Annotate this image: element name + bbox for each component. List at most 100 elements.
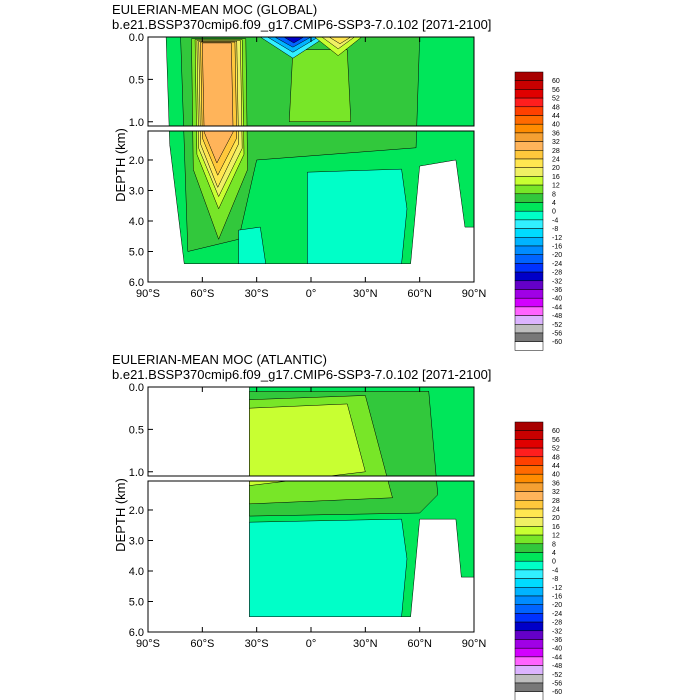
colorbar-swatch <box>514 80 544 90</box>
colorbar-label: 8 <box>552 541 556 548</box>
colorbar-label: -44 <box>552 654 562 661</box>
colorbar-label: -20 <box>552 252 562 259</box>
colorbar-label: 44 <box>552 113 560 120</box>
colorbar-label: 16 <box>552 174 560 181</box>
colorbar-label: -44 <box>552 304 562 311</box>
atlantic-moc-panel: EULERIAN-MEAN MOC (ATLANTIC) b.e21.BSSP3… <box>0 350 700 700</box>
colorbar-swatch <box>514 263 544 273</box>
x-tick-label: 60°N <box>407 288 432 300</box>
colorbar-label: -32 <box>552 278 562 285</box>
colorbar-label: 56 <box>552 87 560 94</box>
colorbar-label: -48 <box>552 313 562 320</box>
y-tick-label: 6.0 <box>129 277 144 289</box>
colorbar-label: 12 <box>552 183 560 190</box>
y-tick-label: 0.5 <box>129 74 144 86</box>
colorbar-swatch <box>514 97 544 108</box>
colorbar-label: 20 <box>552 515 560 522</box>
x-tick-label: 30°N <box>353 638 378 650</box>
colorbar-label: -8 <box>552 226 558 233</box>
colorbar-swatch <box>514 613 544 623</box>
x-tick-label: 60°S <box>190 288 214 300</box>
colorbar-label: 8 <box>552 191 556 198</box>
colorbar-swatch <box>514 526 544 536</box>
colorbar-label: -24 <box>552 611 562 618</box>
colorbar-label: -16 <box>552 594 562 601</box>
atlantic-subtitle: b.e21.BSSP370cmip6.f09_g17.CMIP6-SSP3-7.… <box>112 367 492 382</box>
colorbar-swatch <box>514 271 544 282</box>
colorbar-swatch <box>514 210 544 221</box>
colorbar-swatch <box>514 315 544 325</box>
global-north-cell-level <box>328 37 352 45</box>
colorbar-swatch <box>514 430 544 440</box>
x-tick-label: 0° <box>306 288 317 300</box>
colorbar-label: 32 <box>552 139 560 146</box>
colorbar-swatch <box>514 691 544 700</box>
colorbar-swatch <box>514 184 544 195</box>
colorbar-label: 44 <box>552 463 560 470</box>
global-subtitle: b.e21.BSSP370cmip6.f09_g17.CMIP6-SSP3-7.… <box>112 17 492 32</box>
y-tick-label: 3.0 <box>129 535 144 547</box>
colorbar-label: -36 <box>552 287 562 294</box>
x-tick-label: 90°N <box>462 638 487 650</box>
colorbar-label: 16 <box>552 524 560 531</box>
colorbar-label: 36 <box>552 480 560 487</box>
colorbar-swatch <box>514 219 544 229</box>
colorbar-label: 32 <box>552 489 560 496</box>
colorbar-label: -32 <box>552 628 562 635</box>
colorbar-swatch <box>514 141 544 151</box>
colorbar-label: -56 <box>552 681 562 688</box>
colorbar-swatch <box>514 289 544 299</box>
colorbar-swatch <box>514 228 544 238</box>
colorbar-label: 48 <box>552 104 560 111</box>
colorbar-label: 28 <box>552 498 560 505</box>
global-sw-negative <box>238 226 267 264</box>
atlantic-deep-negative <box>249 518 408 617</box>
y-tick-label: 3.0 <box>129 185 144 197</box>
colorbar-swatch <box>514 158 544 168</box>
colorbar-swatch <box>514 123 544 134</box>
x-tick-label: 90°S <box>136 638 160 650</box>
y-tick-label: 5.0 <box>129 596 144 608</box>
colorbar-label: -4 <box>552 217 558 224</box>
colorbar-label: -52 <box>552 322 562 329</box>
colorbar-swatch <box>514 456 544 466</box>
colorbar-swatch <box>514 560 544 571</box>
x-tick-label: 60°N <box>407 638 432 650</box>
colorbar-swatch <box>514 150 544 160</box>
colorbar-label: 24 <box>552 507 560 514</box>
global-title: EULERIAN-MEAN MOC (GLOBAL) <box>112 2 318 17</box>
colorbar-swatch <box>514 552 544 562</box>
colorbar-swatch <box>514 245 544 255</box>
colorbar-label: -48 <box>552 663 562 670</box>
colorbar-label: -52 <box>552 672 562 679</box>
x-tick-label: 90°S <box>136 288 160 300</box>
colorbar-swatch <box>514 193 544 203</box>
colorbar-label: -56 <box>552 331 562 338</box>
atlantic-field-12 <box>249 403 366 486</box>
colorbar-label: -20 <box>552 602 562 609</box>
colorbar-swatch <box>514 465 544 475</box>
x-tick-label: 60°S <box>190 638 214 650</box>
colorbar-label: 52 <box>552 96 560 103</box>
colorbar-label: -40 <box>552 646 562 653</box>
y-tick-label: 4.0 <box>129 566 144 578</box>
colorbar-label: 4 <box>552 200 556 207</box>
colorbar-swatch <box>514 115 544 125</box>
colorbar-label: 56 <box>552 437 560 444</box>
colorbar-label: 20 <box>552 165 560 172</box>
colorbar-swatch <box>514 439 544 449</box>
colorbar-label: 28 <box>552 148 560 155</box>
colorbar-swatch <box>514 341 544 351</box>
colorbar-label: -28 <box>552 270 562 277</box>
colorbar-label: -24 <box>552 261 562 268</box>
colorbar-swatch <box>514 132 544 142</box>
colorbar-swatch <box>514 630 544 640</box>
global-moc-chart: 90°S 60°S 30°S 0° 30°N 60°N 90°N 0.0 0.5 1.0 2.0 3.… <box>113 32 562 351</box>
colorbar-label: -60 <box>552 689 562 696</box>
global-so-cell-level <box>202 42 234 164</box>
colorbar-label: 36 <box>552 130 560 137</box>
y-tick-label: 0.0 <box>129 32 144 44</box>
colorbar-swatch <box>514 500 544 510</box>
colorbar-swatch <box>514 447 544 458</box>
colorbar-label: 60 <box>552 78 560 85</box>
